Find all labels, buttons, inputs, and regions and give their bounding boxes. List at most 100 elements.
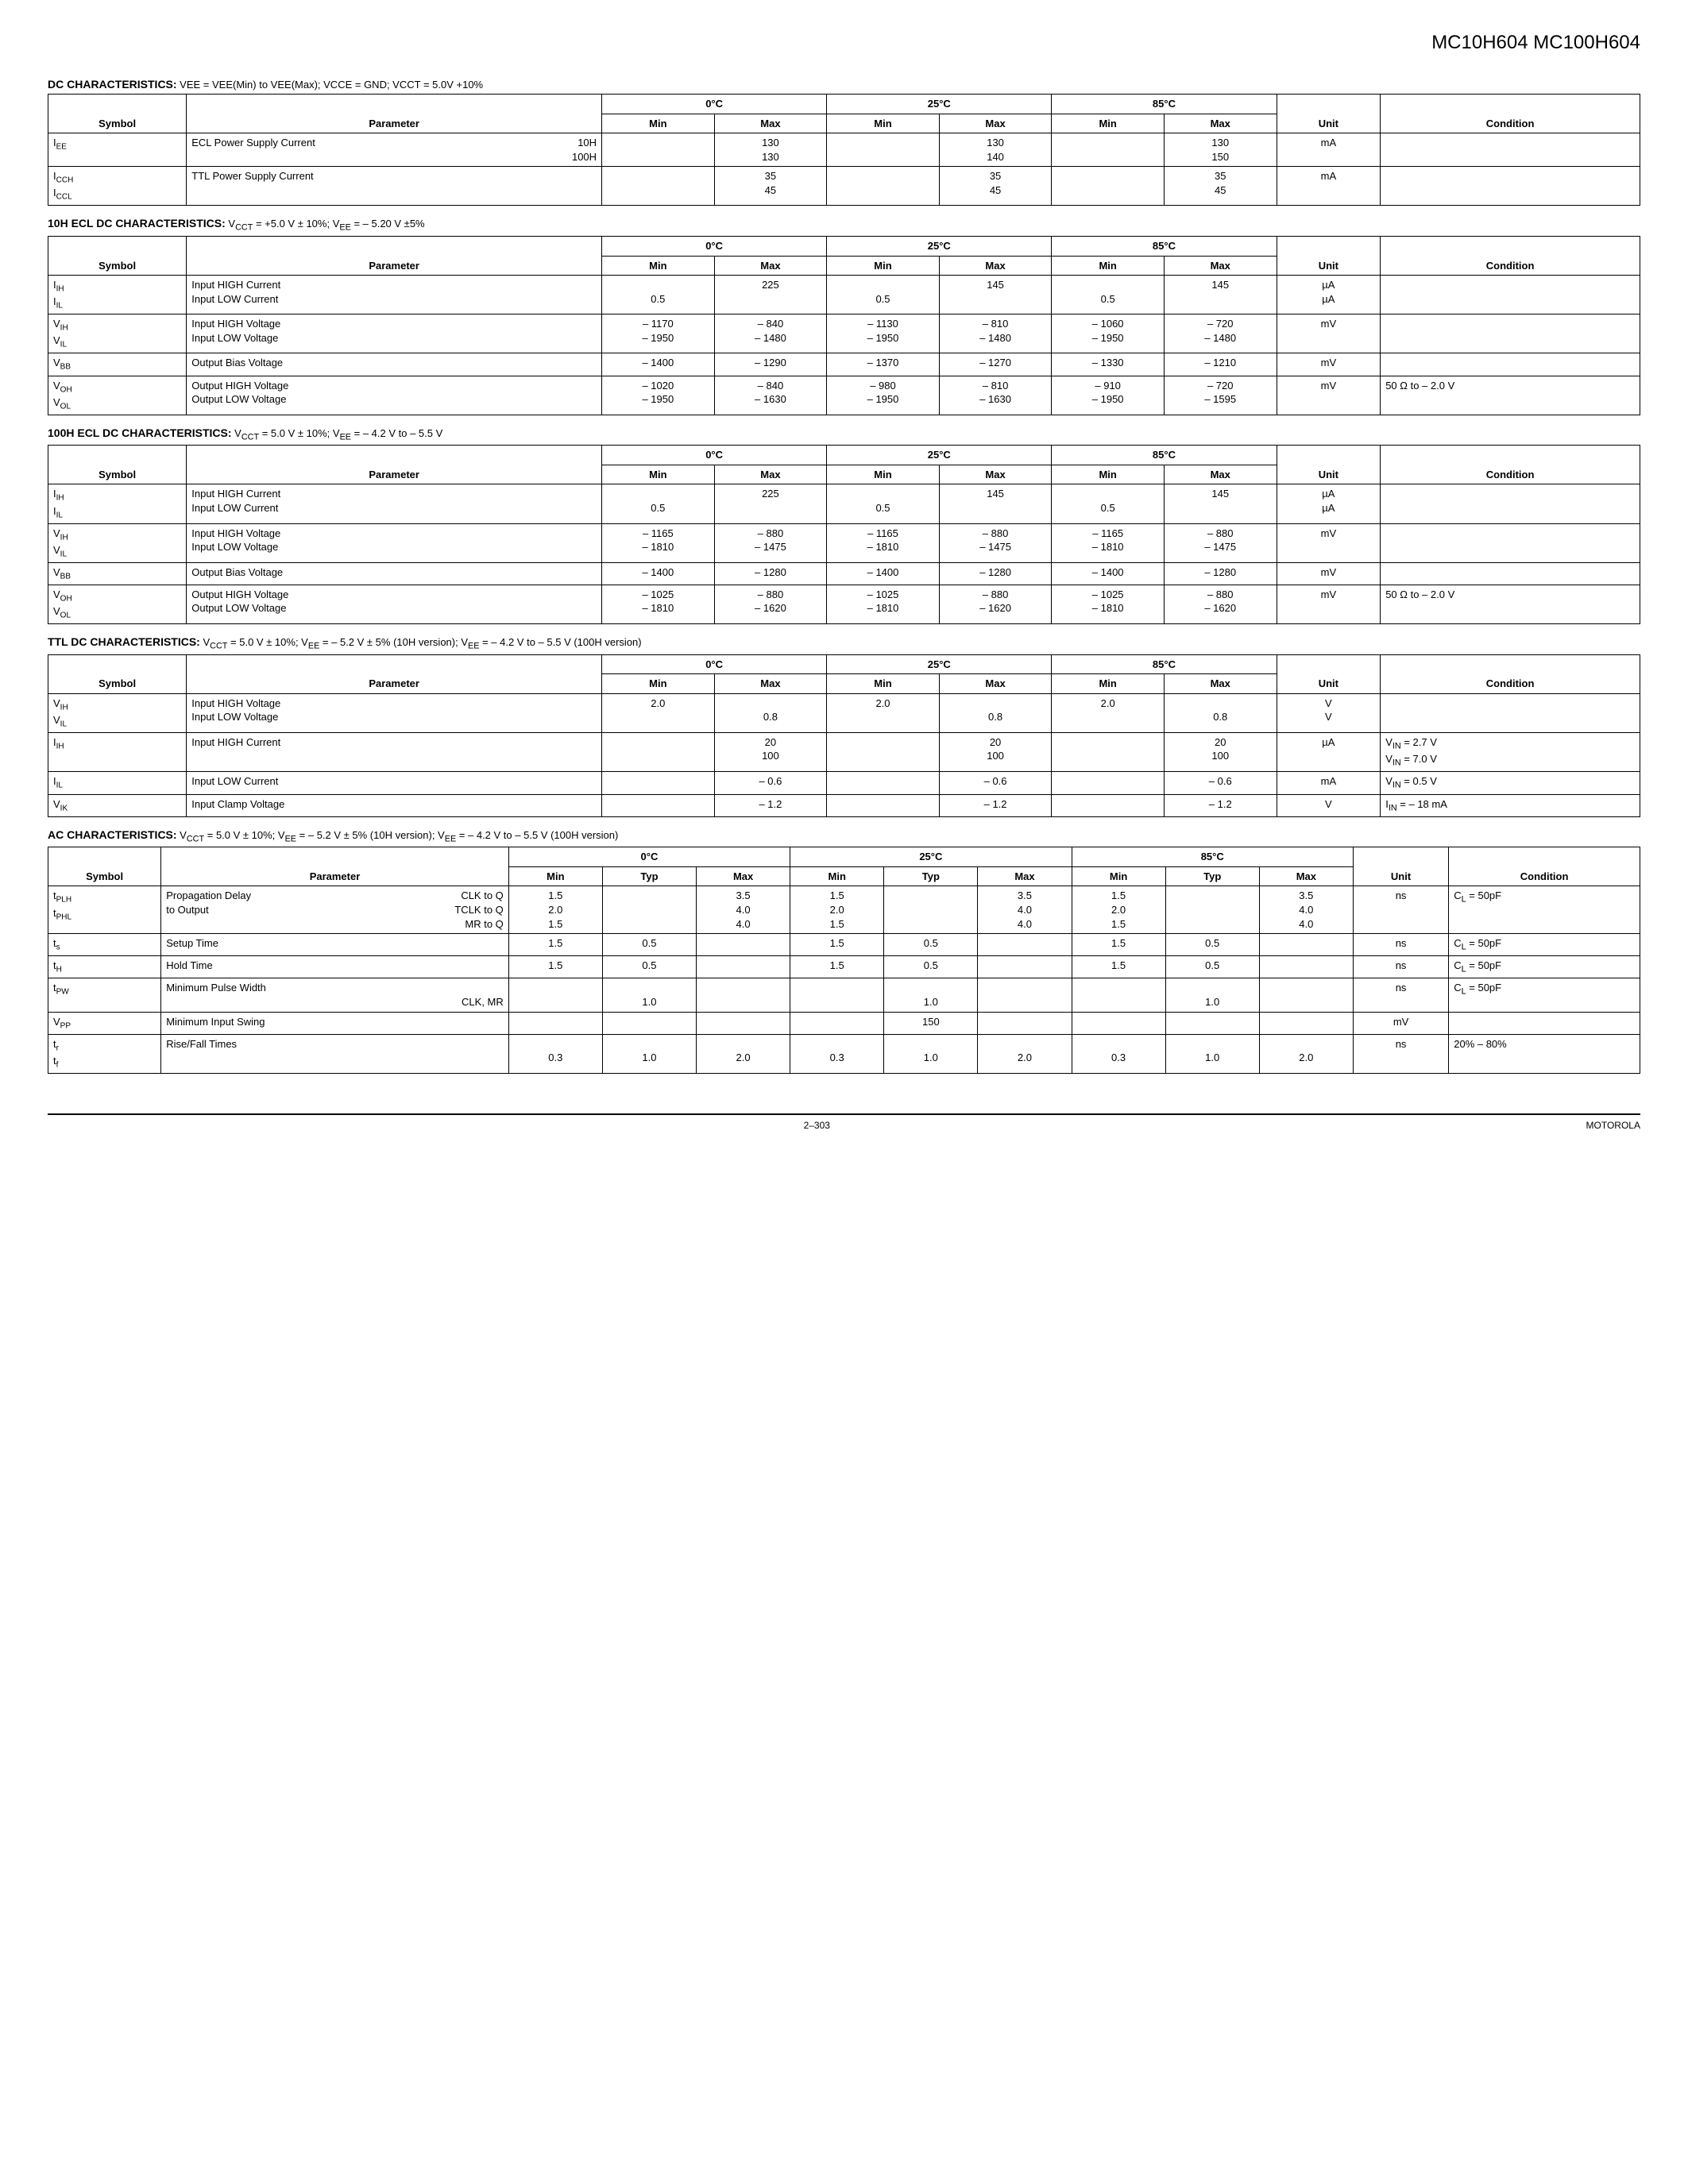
table-cell: Hold Time xyxy=(161,956,509,978)
table-cell: – 980– 1950 xyxy=(827,376,940,415)
table-cell: ts xyxy=(48,934,161,956)
table-cell: 0.5 xyxy=(827,484,940,523)
table-cell xyxy=(508,1012,602,1034)
table-cell: Output Bias Voltage xyxy=(187,353,602,376)
table-cell: 2.0 xyxy=(697,1034,790,1073)
ecl10h-table: Symbol Parameter 0°C 25°C 85°C Unit Cond… xyxy=(48,236,1640,415)
table-cell: IIN = – 18 mA xyxy=(1381,794,1640,816)
table-cell xyxy=(602,167,715,206)
table-cell: mV xyxy=(1277,353,1381,376)
table-cell: Input HIGH CurrentInput LOW Current xyxy=(187,484,602,523)
table-head: Symbol Parameter 0°C 25°C 85°C Unit Cond… xyxy=(48,446,1640,484)
table-cell: ICCHICCL xyxy=(48,167,187,206)
table-cell xyxy=(1259,934,1353,956)
table-cell: 3.54.04.0 xyxy=(1259,886,1353,934)
table-body: IIHIIL Input HIGH CurrentInput LOW Curre… xyxy=(48,276,1640,415)
table-cell xyxy=(1381,133,1640,167)
table-cell: VIN = 0.5 V xyxy=(1381,772,1640,794)
table-cell: 0.5 xyxy=(884,956,978,978)
ac-title-cond: VCCT = 5.0 V ± 10%; VEE = – 5.2 V ± 5% (… xyxy=(177,829,619,841)
table-cell: 225 xyxy=(714,276,827,314)
page-footer: 2–303 MOTOROLA xyxy=(48,1113,1640,1131)
table-cell xyxy=(978,1012,1072,1034)
table-cell xyxy=(1072,978,1165,1012)
table-cell: tPW xyxy=(48,978,161,1012)
table-cell: trtf xyxy=(48,1034,161,1073)
table-row: IIL Input LOW Current – 0.6 – 0.6 – 0.6 … xyxy=(48,772,1640,794)
table-cell xyxy=(1381,353,1640,376)
table-cell xyxy=(602,133,715,167)
table-cell: – 1400 xyxy=(602,562,715,585)
table-cell: 2.0 xyxy=(978,1034,1072,1073)
table-cell: – 1060– 1950 xyxy=(1052,314,1165,353)
table-cell: 1.0 xyxy=(1165,1034,1259,1073)
table-cell: 0.8 xyxy=(1164,693,1277,732)
footer-vendor: MOTOROLA xyxy=(1586,1120,1640,1131)
table-cell: ns xyxy=(1353,934,1448,956)
table-cell: 20100 xyxy=(939,732,1052,771)
table-cell xyxy=(1052,133,1165,167)
table-cell xyxy=(1381,693,1640,732)
table-cell: 145 xyxy=(1164,276,1277,314)
table-cell: – 1330 xyxy=(1052,353,1165,376)
table-cell: 0.3 xyxy=(1072,1034,1165,1073)
table-cell: 225 xyxy=(714,484,827,523)
table-cell: 1.5 xyxy=(508,934,602,956)
table-cell: – 720– 1595 xyxy=(1164,376,1277,415)
table-cell: 0.5 xyxy=(827,276,940,314)
dc-title: DC CHARACTERISTICS: VEE = VEE(Min) to VE… xyxy=(48,78,1640,91)
ttl-title: TTL DC CHARACTERISTICS: VCCT = 5.0 V ± 1… xyxy=(48,635,1640,651)
table-cell xyxy=(1072,1012,1165,1034)
table-cell xyxy=(697,978,790,1012)
table-cell xyxy=(978,978,1072,1012)
table-row: VOHVOL Output HIGH VoltageOutput LOW Vol… xyxy=(48,585,1640,623)
table-cell: 145 xyxy=(939,276,1052,314)
table-row: IEE ECL Power Supply Current 10H100H 130… xyxy=(48,133,1640,167)
table-cell: Setup Time xyxy=(161,934,509,956)
table-cell xyxy=(602,886,696,934)
table-cell: mV xyxy=(1277,376,1381,415)
table-row: VIK Input Clamp Voltage – 1.2 – 1.2 – 1.… xyxy=(48,794,1640,816)
table-cell: Minimum Input Swing xyxy=(161,1012,509,1034)
table-body: VIHVIL Input HIGH VoltageInput LOW Volta… xyxy=(48,693,1640,816)
table-head: Symbol Parameter 0°C 25°C 85°C Unit Cond… xyxy=(48,847,1640,886)
table-cell: CL = 50pF xyxy=(1449,934,1640,956)
table-cell: 0.5 xyxy=(602,934,696,956)
table-cell: VIK xyxy=(48,794,187,816)
table-cell: µA xyxy=(1277,732,1381,771)
table-cell: 3545 xyxy=(714,167,827,206)
table-cell: 1.52.01.5 xyxy=(1072,886,1165,934)
table-cell: 0.8 xyxy=(714,693,827,732)
table-row: IIHIIL Input HIGH CurrentInput LOW Curre… xyxy=(48,276,1640,314)
table-cell: – 1025– 1810 xyxy=(602,585,715,623)
table-cell: mA xyxy=(1277,167,1381,206)
table-cell: – 1400 xyxy=(827,562,940,585)
table-cell: mA xyxy=(1277,133,1381,167)
table-row: trtf Rise/Fall Times 0.3 1.0 2.0 0.3 1.0… xyxy=(48,1034,1640,1073)
table-cell: IIL xyxy=(48,772,187,794)
table-head: Symbol Parameter 0°C 25°C 85°C Unit Cond… xyxy=(48,654,1640,693)
table-cell xyxy=(978,934,1072,956)
table-cell: – 880– 1620 xyxy=(939,585,1052,623)
table-cell: tPLHtPHL xyxy=(48,886,161,934)
table-cell xyxy=(697,934,790,956)
table-row: tPLHtPHL Propagation Delayto Output CLK … xyxy=(48,886,1640,934)
table-cell: 3545 xyxy=(939,167,1052,206)
table-cell: 0.5 xyxy=(1165,934,1259,956)
table-cell: 0.5 xyxy=(1052,276,1165,314)
table-cell: 0.5 xyxy=(602,484,715,523)
table-cell: – 1280 xyxy=(939,562,1052,585)
table-cell: Input HIGH VoltageInput LOW Voltage xyxy=(187,314,602,353)
table-cell: 1.5 xyxy=(508,956,602,978)
table-cell: – 1130– 1950 xyxy=(827,314,940,353)
table-row: VIHVIL Input HIGH VoltageInput LOW Volta… xyxy=(48,314,1640,353)
table-cell: – 880– 1620 xyxy=(714,585,827,623)
table-cell: 0.5 xyxy=(1165,956,1259,978)
table-cell: IIHIIL xyxy=(48,484,187,523)
dc-table: Symbol Parameter 0°C 25°C 85°C Unit Cond… xyxy=(48,94,1640,206)
table-cell xyxy=(602,772,715,794)
table-cell: – 880– 1475 xyxy=(1164,523,1277,562)
table-cell xyxy=(790,978,884,1012)
table-cell: 1.5 xyxy=(790,956,884,978)
table-cell xyxy=(1381,276,1640,314)
